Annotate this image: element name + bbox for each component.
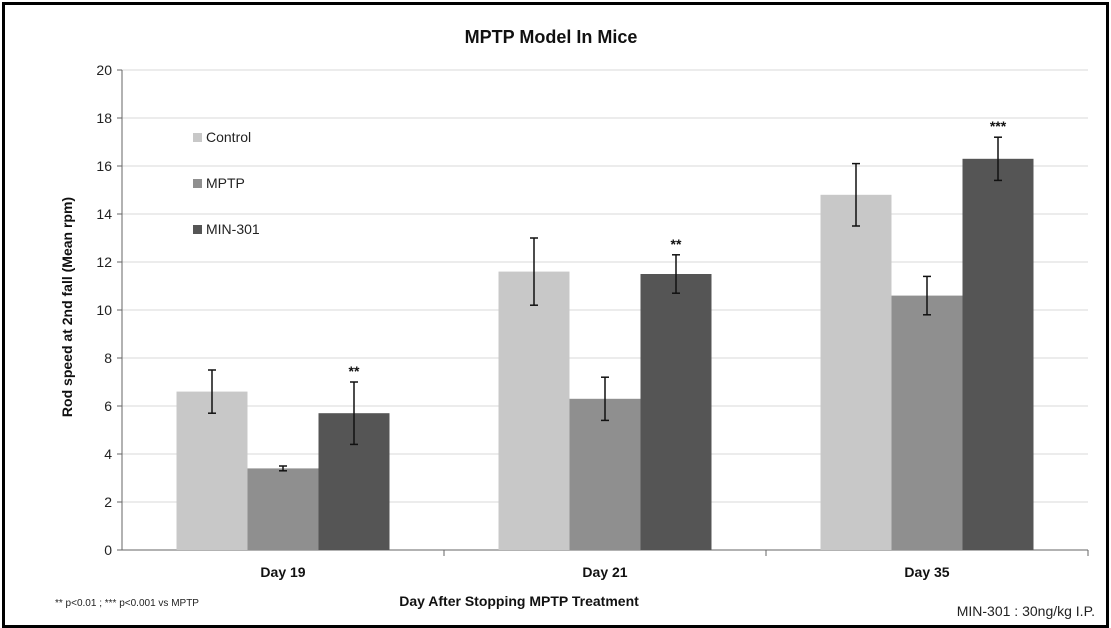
significance-marker: ** bbox=[349, 363, 360, 379]
significance-footnote: ** p<0.01 ; *** p<0.001 vs MPTP bbox=[55, 598, 199, 609]
bars bbox=[176, 158, 1034, 551]
y-axis-label: Rod speed at 2nd fall (Mean rpm) bbox=[59, 197, 75, 417]
chart-title: MPTP Model In Mice bbox=[465, 27, 638, 47]
y-tick-label: 8 bbox=[104, 350, 112, 366]
gridlines bbox=[122, 69, 1088, 503]
bar bbox=[962, 158, 1034, 551]
significance-marker: *** bbox=[990, 118, 1007, 134]
legend-label: Control bbox=[206, 129, 251, 145]
x-tick-label: Day 21 bbox=[582, 564, 627, 580]
y-axis: 0 2 4 6 8 10 12 14 16 18 20 bbox=[96, 62, 123, 558]
y-tick-label: 2 bbox=[104, 494, 112, 510]
y-tick-label: 16 bbox=[96, 158, 112, 174]
legend-swatch bbox=[193, 133, 202, 142]
bar bbox=[569, 398, 641, 550]
error-bar bbox=[279, 465, 287, 472]
dose-note: MIN-301 : 30ng/kg I.P. bbox=[957, 603, 1095, 619]
error-bar bbox=[852, 162, 860, 227]
x-axis-label: Day After Stopping MPTP Treatment bbox=[399, 593, 639, 609]
legend: Control MPTP MIN-301 bbox=[193, 129, 260, 237]
y-tick-label: 20 bbox=[96, 62, 112, 78]
bar bbox=[498, 271, 570, 550]
legend-swatch bbox=[193, 225, 202, 234]
legend-label: MIN-301 bbox=[206, 221, 260, 237]
error-bar bbox=[994, 136, 1002, 182]
error-bar bbox=[208, 369, 216, 414]
error-bars bbox=[208, 136, 1002, 472]
error-bar bbox=[672, 254, 680, 294]
error-bar bbox=[923, 275, 931, 316]
error-bar bbox=[530, 237, 538, 306]
error-bar bbox=[601, 376, 609, 422]
bar bbox=[820, 194, 892, 551]
legend-label: MPTP bbox=[206, 175, 245, 191]
significance-markers: ******* bbox=[349, 118, 1007, 379]
y-tick-label: 0 bbox=[104, 542, 112, 558]
x-axis: Day 19 Day 21 Day 35 bbox=[122, 549, 1089, 580]
y-tick-label: 14 bbox=[96, 206, 112, 222]
x-tick-label: Day 19 bbox=[260, 564, 305, 580]
y-tick-label: 10 bbox=[96, 302, 112, 318]
y-tick-label: 4 bbox=[104, 446, 112, 462]
bar bbox=[891, 295, 963, 550]
y-tick-label: 12 bbox=[96, 254, 112, 270]
significance-marker: ** bbox=[671, 236, 682, 252]
x-tick-label: Day 35 bbox=[904, 564, 949, 580]
bar bbox=[640, 274, 712, 550]
legend-swatch bbox=[193, 179, 202, 188]
y-tick-label: 6 bbox=[104, 398, 112, 414]
bar bbox=[176, 391, 248, 550]
bar bbox=[247, 468, 319, 550]
y-tick-label: 18 bbox=[96, 110, 112, 126]
error-bar bbox=[350, 381, 358, 446]
